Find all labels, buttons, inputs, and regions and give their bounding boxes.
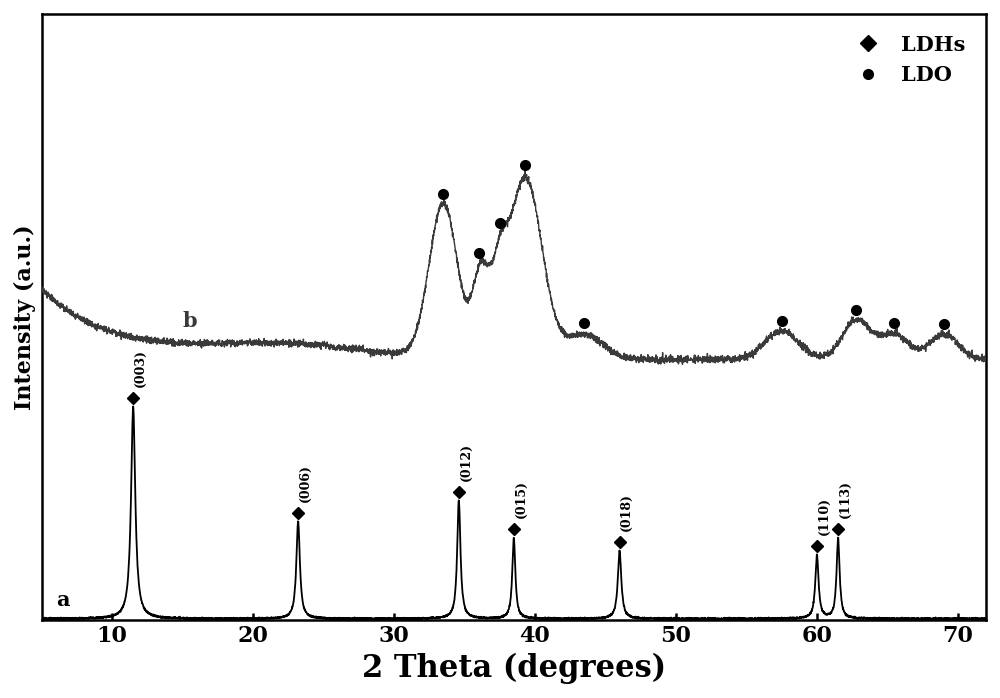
Text: (113): (113) bbox=[839, 480, 852, 519]
Text: (018): (018) bbox=[620, 493, 633, 531]
Text: (110): (110) bbox=[817, 497, 830, 535]
X-axis label: 2 Theta (degrees): 2 Theta (degrees) bbox=[362, 653, 666, 684]
Y-axis label: Intensity (a.u.): Intensity (a.u.) bbox=[14, 224, 36, 410]
Text: b: b bbox=[183, 311, 197, 331]
Text: a: a bbox=[56, 590, 69, 610]
Text: (015): (015) bbox=[514, 480, 527, 519]
Text: (012): (012) bbox=[459, 443, 472, 482]
Text: (006): (006) bbox=[299, 464, 312, 502]
Legend: LDHs, LDO: LDHs, LDO bbox=[836, 24, 976, 96]
Text: (003): (003) bbox=[134, 349, 147, 387]
